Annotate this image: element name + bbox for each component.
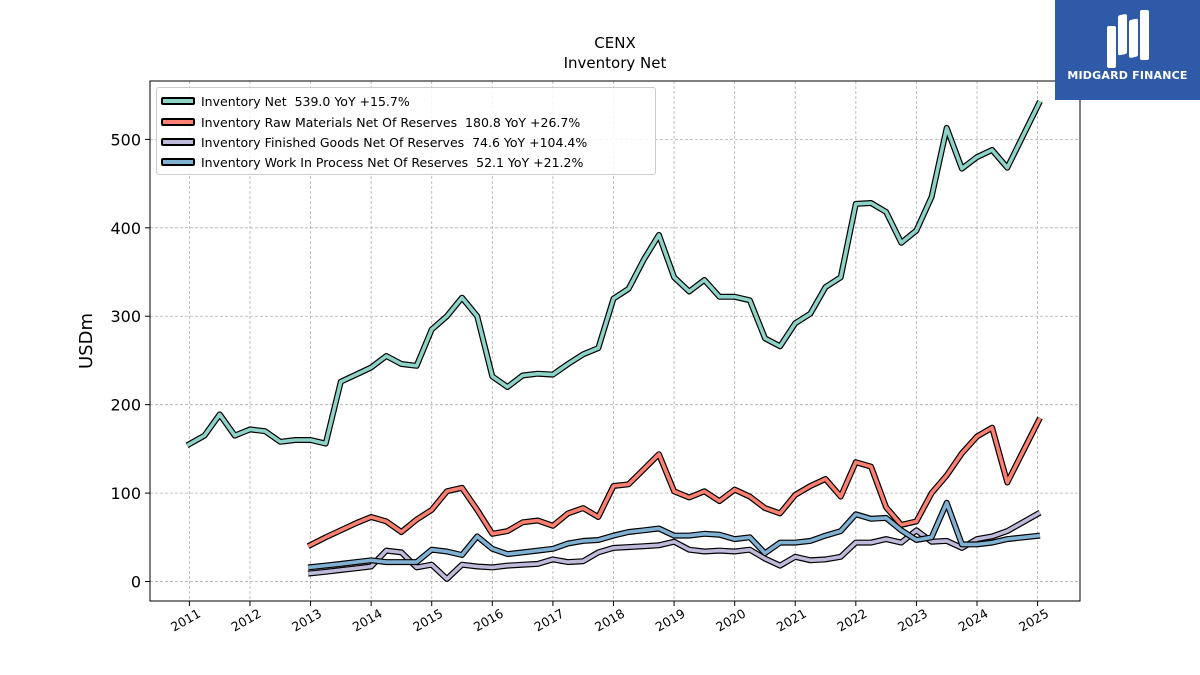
brand-logo-text: MIDGARD FINANCE: [1067, 69, 1188, 82]
x-tick-label: 2013: [289, 606, 324, 635]
x-tick-label: 2011: [168, 606, 203, 635]
x-tick-label: 2016: [471, 606, 506, 635]
x-tick-label: 2022: [834, 606, 869, 635]
x-tick-label: 2018: [592, 606, 627, 635]
x-tick-label: 2020: [713, 606, 748, 635]
legend-entry-raw-materials: Inventory Raw Materials Net Of Reserves …: [161, 113, 580, 131]
x-axis: 2011 2012 2013 2014 2015 2016 2017 2018 2019 2020…: [168, 601, 1051, 635]
x-tick-label: 2014: [350, 606, 385, 635]
x-tick-label: 2019: [653, 606, 688, 635]
legend-swatch-finished-goods: [161, 138, 195, 146]
legend-entry-work-in-process: Inventory Work In Process Net Of Reserve…: [161, 153, 583, 171]
series-layer: [185, 99, 1043, 582]
x-tick-label: 2024: [956, 606, 991, 635]
chart-legend: Inventory Net 539.0 YoY +15.7% Inventory…: [156, 87, 656, 175]
series-line-2: [307, 511, 1041, 581]
legend-label-inventory-net: Inventory Net 539.0 YoY +15.7%: [201, 93, 410, 109]
chart-title: CENX: [594, 34, 635, 52]
legend-entry-inventory-net: Inventory Net 539.0 YoY +15.7%: [161, 92, 410, 110]
legend-swatch-raw-materials: [161, 118, 195, 126]
brand-logo-mark-icon: [1107, 10, 1149, 68]
y-tick-label: 400: [110, 219, 141, 238]
x-tick-label: 2015: [410, 606, 445, 635]
y-tick-label: 300: [110, 307, 141, 326]
y-tick-label: 500: [110, 130, 141, 149]
brand-logo: MIDGARD FINANCE: [1055, 0, 1200, 100]
x-tick-label: 2025: [1016, 606, 1051, 635]
legend-swatch-work-in-process: [161, 158, 195, 166]
series-line-0: [186, 100, 1042, 447]
y-tick-label: 100: [110, 484, 141, 503]
chart-subtitle: Inventory Net: [564, 54, 667, 72]
legend-label-raw-materials: Inventory Raw Materials Net Of Reserves …: [201, 114, 581, 130]
series-line-1: [307, 417, 1042, 548]
x-tick-label: 2023: [895, 606, 930, 635]
legend-entry-finished-goods: Inventory Finished Goods Net Of Reserves…: [161, 133, 587, 151]
series-line-3: [307, 501, 1041, 570]
x-tick-label: 2017: [531, 606, 566, 635]
y-axis: 0 100 200 300 400 500: [110, 130, 150, 592]
x-tick-label: 2021: [774, 606, 809, 635]
y-axis-label: USDm: [76, 313, 97, 369]
y-tick-label: 200: [110, 396, 141, 415]
x-tick-label: 2012: [229, 606, 264, 635]
plot-frame: [149, 80, 1081, 602]
y-tick-label: 0: [131, 573, 141, 592]
legend-swatch-inventory-net: [161, 97, 195, 105]
legend-label-finished-goods: Inventory Finished Goods Net Of Reserves…: [201, 134, 588, 150]
legend-label-work-in-process: Inventory Work In Process Net Of Reserve…: [201, 154, 584, 170]
